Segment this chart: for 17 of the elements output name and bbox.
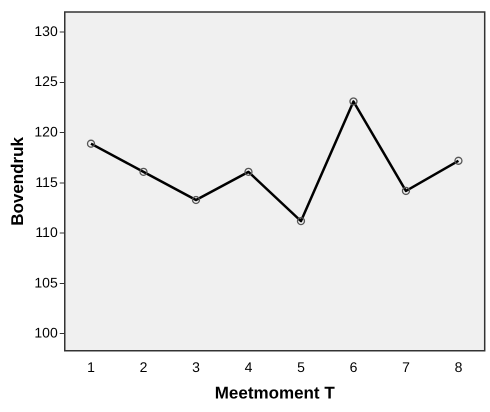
x-tick-label: 7	[402, 359, 410, 376]
x-axis-title: Meetmoment T	[214, 383, 336, 402]
y-tick-label: 125	[34, 73, 58, 90]
y-tick-label: 120	[34, 124, 58, 140]
y-tick-label: 130	[34, 22, 58, 39]
y-axis-title: Bovendruk	[8, 136, 27, 226]
x-tick-label: 8	[454, 359, 463, 376]
x-tick-label: 2	[140, 359, 148, 376]
x-tick-label: 1	[87, 359, 96, 376]
x-tick-label: 6	[350, 359, 358, 376]
y-tick-label: 110	[35, 224, 58, 240]
y-tick-label: 105	[34, 274, 58, 290]
y-tick-label: 115	[35, 174, 58, 190]
x-tick-label: 5	[297, 359, 306, 376]
y-tick-label: 100	[34, 324, 58, 341]
x-tick-label: 3	[192, 359, 200, 376]
x-tick-label: 4	[244, 359, 253, 376]
